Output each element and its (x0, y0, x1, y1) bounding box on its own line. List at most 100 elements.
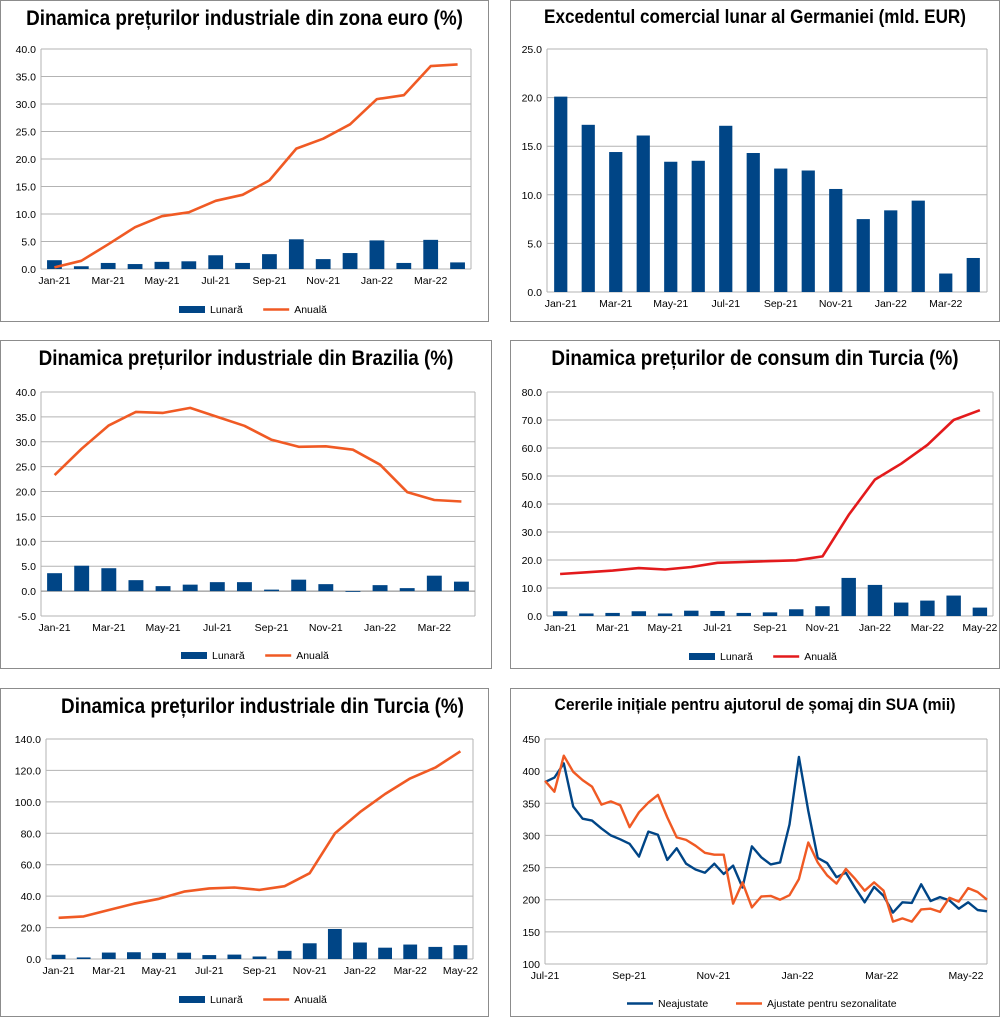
bar (372, 585, 388, 592)
x-tick-label: Nov-21 (806, 622, 840, 634)
legend-label: Lunară (212, 650, 245, 662)
bar (609, 152, 623, 292)
chart-panel-tr-ppi: Dinamica prețurilor industriale din Turc… (0, 688, 489, 1017)
bar (152, 952, 166, 959)
y-tick-label: 5.0 (21, 237, 36, 249)
y-tick-label: 15.0 (16, 511, 37, 523)
x-tick-label: Mar-22 (394, 965, 427, 977)
bar (450, 262, 465, 269)
bar (155, 586, 171, 592)
series-line (544, 754, 988, 923)
y-tick-label: 60.0 (522, 443, 543, 455)
chart-title: Cererile inițiale pentru ajutorul de șom… (554, 695, 956, 714)
legend-swatch (689, 653, 715, 660)
y-tick-label: 35.0 (16, 412, 37, 424)
chart-title: Dinamica prețurilor industriale din zona… (26, 7, 463, 30)
bar (426, 575, 442, 592)
bar (631, 611, 647, 616)
bar (227, 954, 242, 959)
bar (815, 606, 830, 616)
bar (73, 266, 89, 269)
x-tick-label: Mar-22 (414, 275, 447, 287)
bar (277, 950, 292, 959)
y-tick-label: 250 (522, 863, 540, 875)
bar (127, 264, 143, 269)
y-tick-label: 120.0 (15, 765, 41, 777)
x-tick-label: Mar-22 (929, 298, 962, 310)
y-tick-label: 10.0 (16, 536, 37, 548)
y-tick-label: 10.0 (16, 209, 37, 221)
y-tick-label: 40.0 (16, 44, 37, 56)
y-tick-label: 15.0 (16, 182, 37, 194)
series-line (58, 750, 462, 920)
y-tick-label: 30.0 (522, 527, 543, 539)
bar (664, 161, 678, 292)
y-tick-label: 10.0 (522, 190, 543, 202)
bar (262, 254, 277, 269)
y-tick-label: 50.0 (522, 471, 543, 483)
bar (127, 952, 141, 959)
y-tick-label: 200 (522, 895, 540, 907)
bar (288, 239, 304, 269)
y-tick-label: 80.0 (21, 828, 42, 840)
y-tick-label: 350 (522, 798, 540, 810)
y-tick-label: 400 (522, 766, 540, 778)
bar (884, 210, 898, 292)
bar (327, 928, 342, 959)
x-tick-label: Sep-21 (255, 622, 289, 634)
bar (636, 135, 650, 292)
bar (684, 610, 699, 616)
bar (911, 200, 925, 292)
y-tick-label: 0.0 (21, 586, 36, 598)
chart-panel-br-ppi: Dinamica prețurilor industriale din Braz… (0, 340, 492, 669)
x-tick-label: Mar-21 (596, 622, 629, 634)
bar (291, 579, 307, 592)
bar (202, 955, 217, 959)
y-tick-label: -5.0 (18, 611, 36, 623)
x-tick-label: Jan-21 (544, 622, 576, 634)
legend-label: Ajustate pentru sezonalitate (767, 998, 897, 1010)
legend-label: Anuală (296, 650, 329, 662)
legend-label: Anuală (804, 651, 837, 663)
y-tick-label: 35.0 (16, 72, 37, 84)
x-tick-label: Jan-21 (38, 275, 70, 287)
x-tick-label: Jan-21 (43, 965, 75, 977)
chart-title: Excedentul comercial lunar al Germaniei … (544, 7, 966, 28)
bar (182, 584, 198, 592)
bar (235, 262, 250, 269)
x-tick-label: Sep-21 (753, 622, 787, 634)
x-tick-label: Mar-21 (92, 275, 125, 287)
y-tick-label: 0.0 (527, 287, 542, 299)
chart-panel-ez-ppi: Dinamica prețurilor industriale din zona… (0, 0, 489, 322)
bar (552, 611, 568, 616)
y-tick-label: 300 (522, 830, 540, 842)
chart-panel-tr-cpi: Dinamica prețurilor de consum din Turcia… (510, 340, 1000, 669)
bar (972, 607, 988, 616)
bar (399, 588, 415, 592)
bar (579, 613, 594, 616)
x-tick-label: Jan-22 (361, 275, 393, 287)
series-line (560, 408, 981, 576)
chart-svg: 80.070.060.050.040.030.020.010.00.0Jan-2… (522, 387, 998, 663)
y-tick-label: 30.0 (16, 437, 37, 449)
bar (101, 952, 116, 959)
bar (762, 612, 778, 616)
chart-title: Dinamica prețurilor industriale din Turc… (61, 695, 464, 718)
bar (605, 612, 620, 616)
y-tick-label: 20.0 (21, 923, 42, 935)
bar (47, 260, 62, 269)
bar (841, 577, 856, 616)
bar (920, 600, 935, 616)
x-tick-label: Nov-21 (306, 275, 340, 287)
bar (74, 565, 90, 592)
x-tick-label: Jan-22 (364, 622, 396, 634)
x-tick-label: Mar-22 (911, 622, 944, 634)
bar (946, 595, 961, 616)
chart-svg: 40.035.030.025.020.015.010.05.00.0-5.0Ja… (16, 387, 476, 662)
bar (101, 568, 117, 592)
x-tick-label: Jan-22 (344, 965, 376, 977)
bar (403, 944, 418, 959)
bar (719, 125, 733, 293)
chart-title: Dinamica prețurilor industriale din Braz… (38, 347, 454, 370)
bar (453, 581, 469, 592)
